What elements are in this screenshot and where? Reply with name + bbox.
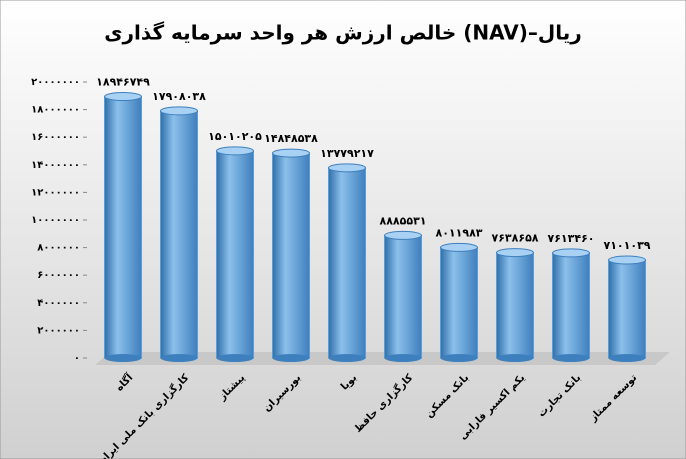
bar-cap [552, 248, 590, 258]
chart-title: خالص ارزش هر واحد سرمایه گذاری (NAV)–ریا… [104, 21, 582, 45]
y-tick-label: ۱۴۰۰۰۰۰۰ [31, 160, 80, 171]
bar [496, 252, 534, 359]
bar-base [384, 354, 422, 362]
bar-cap [272, 148, 310, 158]
value-label: ۱۷۹۰۸۰۳۸ [152, 90, 206, 103]
value-label: ۱۴۸۴۸۵۳۸ [264, 132, 318, 145]
bar [384, 234, 422, 359]
bar-cap [328, 163, 366, 173]
bar-base [440, 354, 478, 362]
value-label: ۷۶۳۸۶۵۸ [492, 232, 539, 245]
value-label: ۱۸۹۴۶۷۴۹ [96, 76, 150, 89]
bar-base [272, 354, 310, 362]
bar-base [160, 354, 198, 362]
value-label: ۸۰۱۱۹۸۳ [436, 226, 483, 239]
y-tick-label: ۴۰۰۰۰۰۰ [37, 298, 80, 309]
y-tick-label: ۲۰۰۰۰۰۰ [37, 325, 80, 336]
value-label: ۱۳۷۷۹۲۱۷ [320, 147, 374, 160]
bar-base [496, 354, 534, 362]
value-label: ۸۸۸۵۵۳۱ [380, 214, 427, 227]
y-tick-label: ۶۰۰۰۰۰۰ [37, 270, 80, 281]
bar-cap [608, 255, 646, 265]
bar-cap [104, 92, 142, 102]
bar-cap [160, 106, 198, 116]
bar-base [328, 354, 366, 362]
y-tick-label: ۱۲۰۰۰۰۰۰ [31, 187, 80, 198]
value-label: ۷۶۱۳۴۶۰ [548, 232, 595, 245]
y-tick-label: ۱۰۰۰۰۰۰۰ [31, 215, 80, 226]
bar-base [552, 354, 590, 362]
y-tick-label: ۱۶۰۰۰۰۰۰ [31, 132, 80, 143]
y-tick-label: ۲۰۰۰۰۰۰۰ [31, 77, 80, 88]
bar [104, 96, 142, 359]
value-label: ۱۵۰۱۰۲۰۵ [208, 130, 262, 143]
bar [440, 246, 478, 359]
bar [328, 167, 366, 359]
bar-cap [216, 146, 254, 156]
bar-cap [496, 248, 534, 258]
bar [216, 150, 254, 359]
y-tick-label: ۰ [74, 353, 80, 364]
bar-cap [440, 242, 478, 252]
bar [608, 259, 646, 359]
value-label: ۷۱۰۱۰۳۹ [604, 239, 651, 252]
bar [552, 252, 590, 359]
y-tick-label: ۱۸۰۰۰۰۰۰ [31, 105, 80, 116]
y-tick-label: ۸۰۰۰۰۰۰ [37, 243, 80, 254]
bar [272, 152, 310, 359]
bar-cap [384, 230, 422, 240]
bar-base [104, 354, 142, 362]
bar-base [608, 354, 646, 362]
bar-base [216, 354, 254, 362]
bar [160, 110, 198, 359]
